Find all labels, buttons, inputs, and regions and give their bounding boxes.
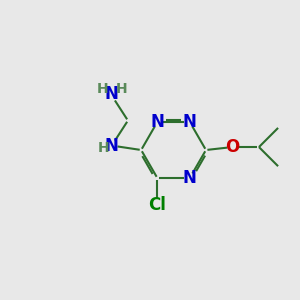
Text: N: N: [105, 136, 119, 154]
Text: N: N: [150, 113, 164, 131]
Text: H: H: [115, 82, 127, 96]
Text: N: N: [183, 169, 197, 187]
Text: H: H: [98, 141, 109, 155]
Text: Cl: Cl: [148, 196, 166, 214]
Text: N: N: [183, 113, 197, 131]
Text: N: N: [105, 85, 119, 103]
Text: H: H: [97, 82, 108, 96]
Text: O: O: [225, 138, 240, 156]
